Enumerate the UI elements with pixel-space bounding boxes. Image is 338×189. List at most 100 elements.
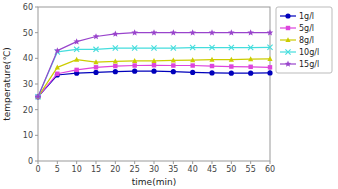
x-tick-label: 35 xyxy=(168,165,178,174)
data-point xyxy=(73,38,79,44)
data-point xyxy=(54,47,60,53)
legend-item: 1g/l xyxy=(280,12,314,21)
y-tick xyxy=(35,135,38,136)
ticks: 0510152025303540455055600102030405060 xyxy=(23,3,275,174)
data-point xyxy=(55,64,60,69)
x-tick xyxy=(192,161,193,164)
chart-svg: 0510152025303540455055600102030405060tim… xyxy=(0,0,338,189)
data-point xyxy=(190,57,195,62)
data-point xyxy=(93,47,98,52)
x-tick xyxy=(96,161,97,164)
data-point xyxy=(113,59,118,64)
legend-box xyxy=(276,7,332,73)
data-point xyxy=(190,45,195,50)
x-tick-label: 0 xyxy=(35,165,40,174)
x-tick-label: 5 xyxy=(55,165,60,174)
x-tick xyxy=(154,161,155,164)
data-point xyxy=(132,69,137,74)
y-tick xyxy=(35,7,38,8)
y-axis-label: temperature(℃) xyxy=(2,47,12,121)
legend-label: 8g/l xyxy=(299,36,314,45)
data-point xyxy=(229,45,234,50)
legend-label: 10g/l xyxy=(299,48,319,57)
legend-item: 5g/l xyxy=(280,24,314,33)
data-point xyxy=(152,63,156,67)
x-tick-label: 25 xyxy=(130,165,140,174)
data-point xyxy=(93,70,98,75)
data-point xyxy=(132,63,136,67)
data-point xyxy=(74,47,79,52)
y-tick xyxy=(35,161,38,162)
data-point xyxy=(209,29,215,35)
data-point xyxy=(171,45,176,50)
y-tick-label: 20 xyxy=(23,106,33,115)
x-tick xyxy=(270,161,271,164)
data-point xyxy=(93,59,98,64)
data-point xyxy=(248,71,253,76)
data-point xyxy=(210,64,214,68)
data-point xyxy=(209,70,214,75)
y-tick-label: 30 xyxy=(23,80,33,89)
legend-swatch-marker xyxy=(285,61,291,67)
legend-swatch-marker xyxy=(285,37,290,42)
x-tick-label: 40 xyxy=(188,165,198,174)
series xyxy=(35,69,272,100)
series xyxy=(35,56,272,99)
x-tick-label: 10 xyxy=(72,165,82,174)
x-tick xyxy=(231,161,232,164)
data-point xyxy=(229,57,234,62)
x-tick-label: 15 xyxy=(91,165,101,174)
data-point xyxy=(55,72,60,77)
legend-label: 5g/l xyxy=(299,24,314,33)
data-point xyxy=(229,71,234,76)
data-point xyxy=(74,57,79,62)
data-point xyxy=(112,31,118,37)
data-point xyxy=(190,70,195,75)
y-tick-label: 40 xyxy=(23,54,33,63)
x-tick xyxy=(212,161,213,164)
legend: 1g/l 5g/l 8g/l 10g/l 15g/l xyxy=(276,7,332,73)
data-point xyxy=(189,29,195,35)
data-point xyxy=(209,57,214,62)
data-point xyxy=(209,45,214,50)
x-tick xyxy=(57,161,58,164)
data-point xyxy=(171,58,176,63)
data-point xyxy=(74,68,78,72)
data-point xyxy=(94,65,98,69)
series-line xyxy=(38,71,270,97)
series-line xyxy=(38,33,270,97)
data-point xyxy=(113,45,118,50)
plot-frame xyxy=(38,7,270,161)
legend-label: 15g/l xyxy=(299,60,319,69)
legend-item: 10g/l xyxy=(280,48,319,57)
x-tick xyxy=(115,161,116,164)
data-point xyxy=(113,64,117,68)
x-tick xyxy=(76,161,77,164)
x-tick-label: 30 xyxy=(149,165,159,174)
series-line xyxy=(38,59,270,97)
series xyxy=(36,63,272,99)
y-tick xyxy=(35,84,38,85)
legend-swatch-marker xyxy=(285,13,290,18)
x-tick-label: 50 xyxy=(226,165,236,174)
series xyxy=(35,29,273,99)
series xyxy=(35,45,272,100)
data-point xyxy=(35,93,41,99)
y-tick-label: 10 xyxy=(23,131,33,140)
legend-swatch-marker xyxy=(285,49,290,54)
x-tick xyxy=(173,161,174,164)
series-line xyxy=(38,47,270,97)
data-point xyxy=(248,56,253,61)
data-point xyxy=(35,94,40,99)
data-point xyxy=(151,29,157,35)
data-point xyxy=(132,45,137,50)
y-tick-label: 60 xyxy=(23,3,33,12)
x-tick xyxy=(250,161,251,164)
data-point xyxy=(151,45,156,50)
data-point xyxy=(247,29,253,35)
data-point xyxy=(268,65,272,69)
data-point xyxy=(229,64,233,68)
series-line xyxy=(38,65,270,97)
data-point xyxy=(132,58,137,63)
data-point xyxy=(93,33,99,39)
